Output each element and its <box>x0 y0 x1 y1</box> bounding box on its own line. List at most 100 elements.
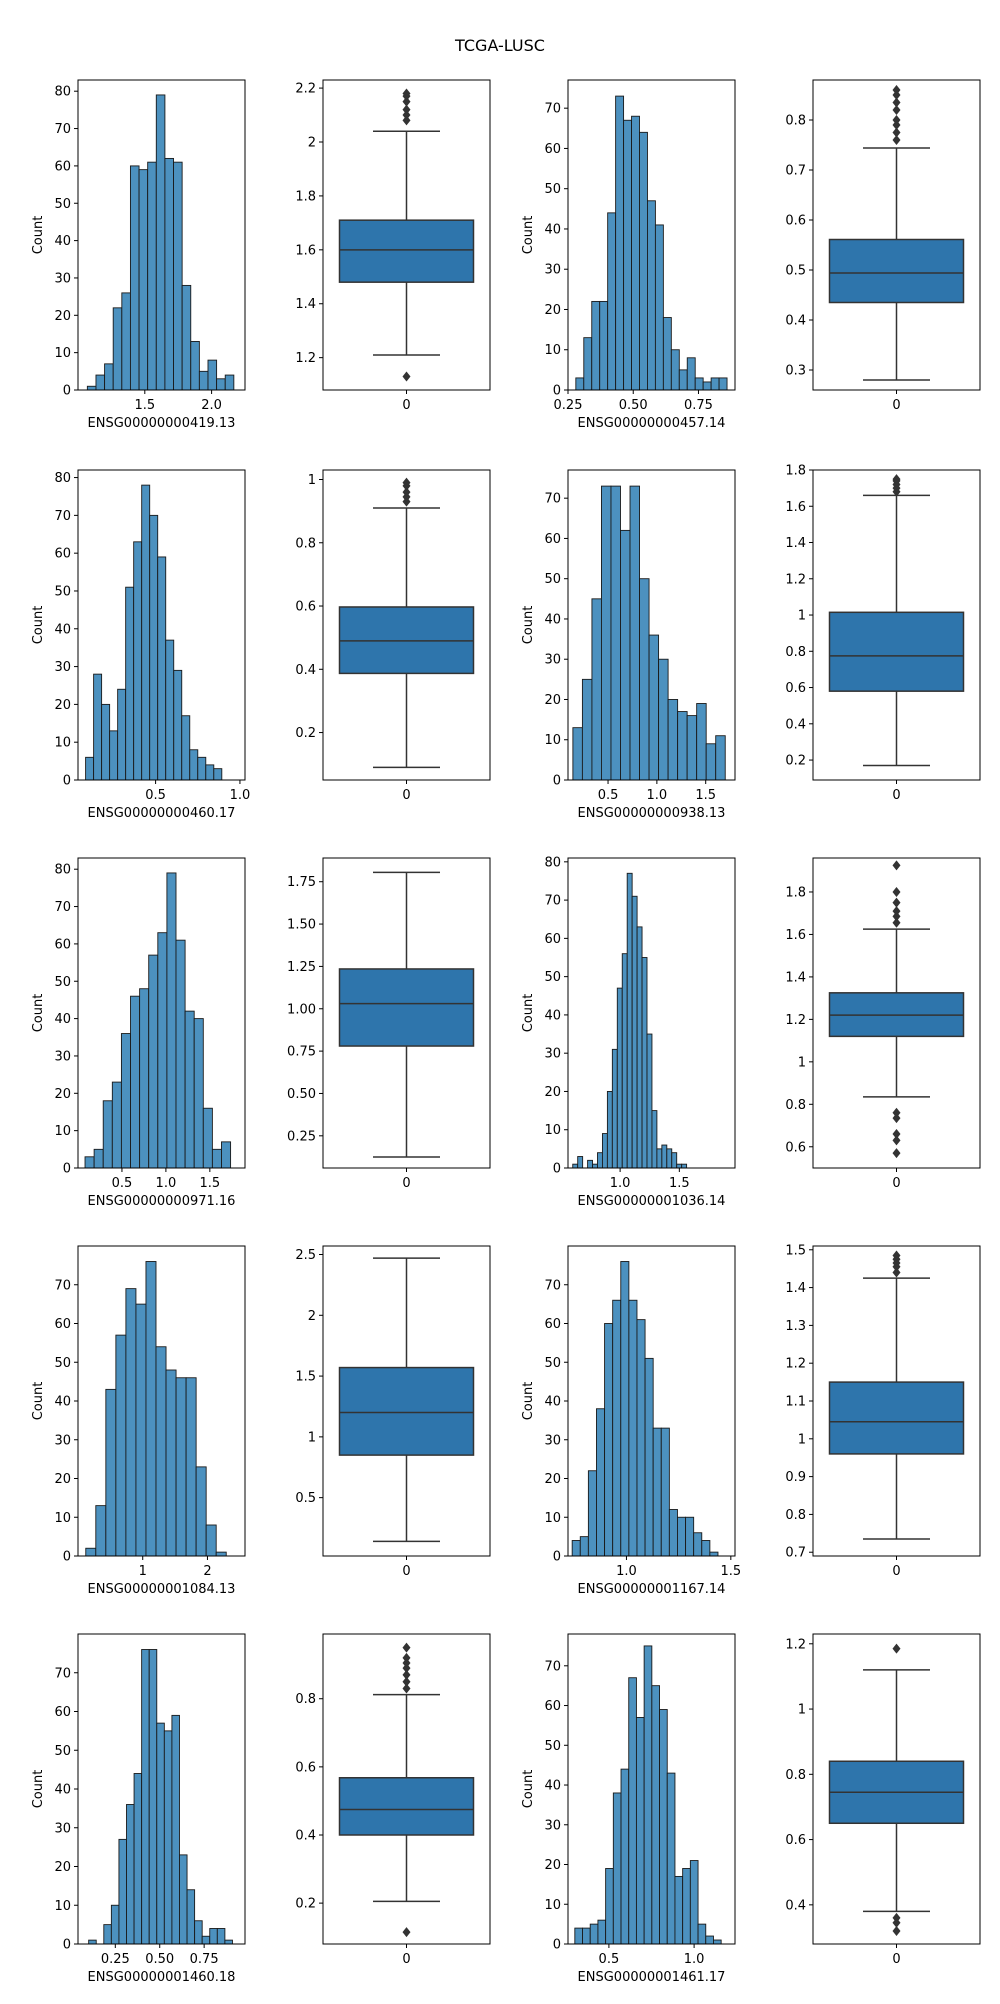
histogram-bar <box>103 1924 112 1945</box>
histogram-bar <box>635 1717 645 1945</box>
axes-frame <box>77 79 246 391</box>
axes-frame <box>322 1633 491 1945</box>
y-tick-label: 0 <box>553 1162 561 1177</box>
histogram-bar <box>86 385 97 391</box>
histogram-bar <box>202 1107 213 1169</box>
y-tick-label: 70 <box>544 492 561 507</box>
y-tick-label: 60 <box>54 1317 71 1332</box>
histogram-bar <box>216 1928 226 1945</box>
y-tick-label: 1.4 <box>785 970 806 985</box>
outlier-point <box>892 474 901 485</box>
iqr-box <box>338 968 475 1047</box>
histogram-bar <box>620 1261 630 1557</box>
histogram-bar <box>606 1091 613 1169</box>
histogram-bar <box>166 872 177 1169</box>
histogram-bar <box>715 735 726 781</box>
histogram-bar <box>705 1935 714 1945</box>
histogram-bar <box>155 94 166 391</box>
histogram-bar <box>88 1939 97 1945</box>
x-axis-label: ENSG00000000460.17 <box>88 806 236 821</box>
histogram-bar <box>141 1649 150 1945</box>
histogram-bar <box>589 1923 599 1945</box>
histogram-bar <box>95 1505 107 1557</box>
histogram-bar <box>611 1048 618 1169</box>
histogram-bar <box>623 119 632 391</box>
histogram-bar <box>139 988 150 1169</box>
x-tick-label: 0 <box>402 1176 410 1191</box>
y-tick-label: 0 <box>63 1938 71 1953</box>
axes-frame <box>567 469 736 781</box>
histogram-bar <box>718 377 728 391</box>
axes-frame <box>322 1245 491 1557</box>
x-tick-label: 1.0 <box>616 1564 637 1579</box>
histogram-bar <box>181 715 191 781</box>
y-tick-label: 20 <box>544 303 561 318</box>
histogram-bar <box>651 1685 660 1945</box>
histogram-bar <box>631 895 638 1169</box>
histogram-bar <box>173 161 183 391</box>
histogram-bar <box>592 1163 598 1169</box>
y-tick-label: 0 <box>63 1162 71 1177</box>
y-axis-label: Count <box>521 1382 536 1421</box>
histogram-bar <box>678 369 688 391</box>
y-tick-label: 1.8 <box>785 885 806 900</box>
outlier-point <box>402 487 411 498</box>
subplot-9: 0 10 20 30 40 50 60 70 80 0.5 1.0 1.5 ENSG0000000097… <box>31 857 246 1209</box>
histogram-bar <box>112 307 123 391</box>
histogram-bar <box>105 1388 117 1557</box>
y-tick-label: 0.5 <box>295 1491 316 1506</box>
histogram-bar <box>216 378 226 391</box>
y-tick-label: 1 <box>308 1430 316 1445</box>
histogram-bar <box>674 1875 684 1945</box>
y-tick-label: 1 <box>308 473 316 488</box>
y-tick-label: 1.8 <box>785 464 806 479</box>
y-tick-label: 0.8 <box>785 1508 806 1523</box>
y-tick-label: 1.2 <box>295 351 316 366</box>
histogram-bar <box>148 1649 158 1945</box>
subplot-11: 0 10 20 30 40 50 60 70 80 1.0 1.5 ENSG00000001036.1… <box>521 855 736 1209</box>
x-axis-label: ENSG00000000419.13 <box>88 416 236 431</box>
y-tick-label: 20 <box>54 1472 71 1487</box>
x-tick-label: 0 <box>402 398 410 413</box>
y-tick-label: 10 <box>544 1511 561 1526</box>
histogram-bar <box>601 1133 608 1169</box>
y-tick-label: 30 <box>54 1049 71 1064</box>
outlier-point <box>892 1148 901 1159</box>
y-tick-label: 40 <box>544 612 561 627</box>
y-tick-label: 0.75 <box>287 1045 316 1060</box>
iqr-box <box>338 1366 475 1456</box>
histogram-bar <box>591 300 601 391</box>
subplot-16: 0.7 0.8 0.9 1 1.1 1.2 1.3 1.4 1.5 0 <box>785 1243 981 1579</box>
histogram-bar <box>620 529 631 781</box>
y-tick-label: 0.2 <box>295 726 316 741</box>
outlier-point <box>402 1652 411 1663</box>
histogram-bar <box>194 1920 203 1945</box>
histogram-bar <box>621 953 628 1169</box>
histogram-bar <box>189 749 199 781</box>
y-tick-label: 1.6 <box>295 243 316 258</box>
histogram-bar <box>628 1299 638 1557</box>
outlier-point <box>892 1107 901 1118</box>
y-tick-label: 10 <box>544 733 561 748</box>
y-tick-label: 10 <box>544 1123 561 1138</box>
y-tick-label: 70 <box>544 1659 561 1674</box>
histogram-bar <box>686 357 696 391</box>
histogram-bar <box>175 1377 187 1557</box>
x-tick-label: 0.5 <box>145 788 166 803</box>
x-axis-label: ENSG00000001461.17 <box>578 1970 726 1985</box>
histogram-bar <box>605 1868 614 1945</box>
histogram-bar <box>181 284 192 391</box>
histogram-bar <box>120 1033 131 1169</box>
axes-frame <box>812 469 981 781</box>
histogram-bar <box>155 1346 167 1557</box>
outlier-point <box>402 1642 411 1653</box>
histogram-bar <box>709 1551 719 1557</box>
histogram-bar <box>582 1927 591 1945</box>
outlier-point <box>892 1129 901 1140</box>
y-tick-label: 10 <box>54 1124 71 1139</box>
histogram-bar <box>121 292 131 391</box>
histogram-bar <box>647 200 656 391</box>
histogram-bar <box>215 1551 227 1557</box>
histogram-bar <box>85 1547 97 1557</box>
y-tick-label: 30 <box>544 1433 561 1448</box>
